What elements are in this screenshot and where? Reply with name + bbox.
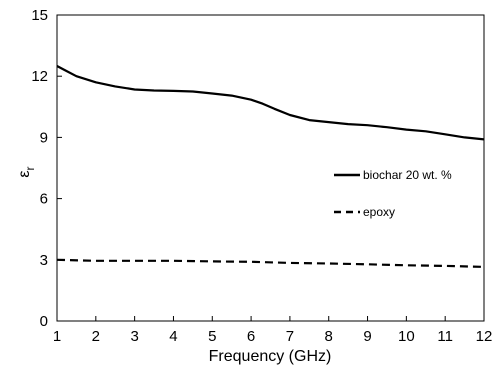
y-tick-label: 6: [40, 191, 48, 208]
x-tick-label: 9: [363, 328, 371, 345]
x-tick-label: 11: [437, 328, 453, 345]
y-tick-label: 0: [40, 313, 48, 330]
x-tick-label: 6: [247, 328, 255, 345]
x-tick-label: 7: [286, 328, 294, 345]
x-tick-label: 4: [169, 328, 177, 345]
y-axis-title-subscript: r: [23, 166, 37, 170]
y-axis-title-main: ε: [16, 170, 33, 177]
x-tick-label: 8: [325, 328, 333, 345]
x-tick-label: 10: [398, 328, 415, 345]
x-tick-label: 5: [208, 328, 216, 345]
series-layer: [56, 65, 485, 268]
y-tick-label: 15: [31, 7, 48, 24]
x-axis: 1 2 3 4 5 6 7 8 9 10 11 12: [53, 316, 493, 345]
x-tick-label: 3: [130, 328, 138, 345]
series-line-epoxy: [56, 258, 485, 268]
y-tick-label: 3: [40, 252, 48, 269]
y-tick-label: 9: [40, 129, 48, 146]
y-axis: 0 3 6 9 12 15: [31, 7, 62, 330]
legend: biochar 20 wt. % epoxy: [334, 168, 452, 219]
x-axis-title: Frequency (GHz): [209, 348, 332, 365]
legend-label-epoxy: epoxy: [363, 205, 395, 219]
x-tick-label: 12: [476, 328, 493, 345]
series-line-biochar: [56, 65, 485, 141]
x-tick-label: 2: [92, 328, 100, 345]
y-axis-title: εr: [16, 166, 37, 177]
x-tick-label: 1: [53, 328, 61, 345]
legend-label-biochar: biochar 20 wt. %: [363, 168, 452, 182]
y-tick-label: 12: [31, 68, 48, 85]
plot-area-frame: [56, 14, 485, 322]
